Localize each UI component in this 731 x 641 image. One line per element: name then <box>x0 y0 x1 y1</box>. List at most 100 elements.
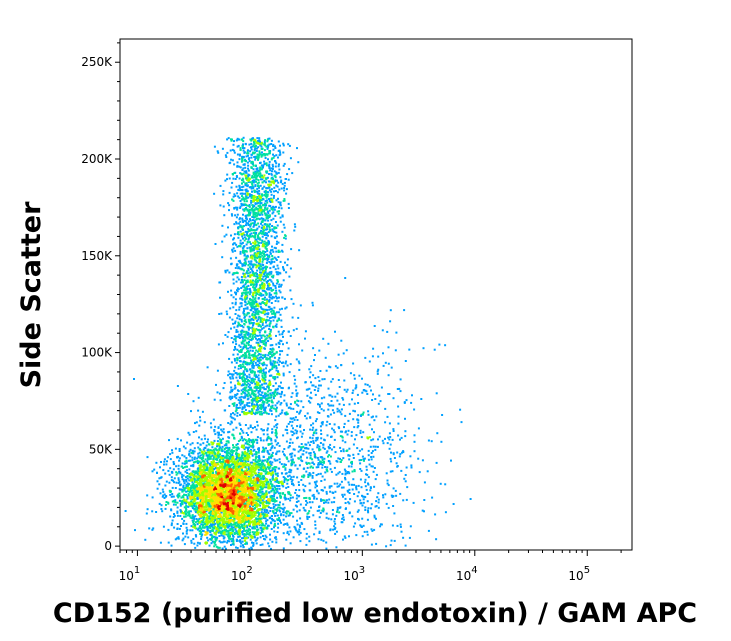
event-dot <box>271 170 273 173</box>
event-dot <box>253 394 256 397</box>
event-dot <box>263 302 265 305</box>
event-dot <box>351 470 354 473</box>
event-dot <box>276 172 279 175</box>
event-dot <box>214 243 217 245</box>
event-dot <box>262 462 265 465</box>
event-dot <box>225 156 228 158</box>
event-dot <box>251 465 254 468</box>
event-dot <box>185 502 187 505</box>
event-dot <box>275 162 278 165</box>
event-dot <box>243 209 246 212</box>
event-dot <box>259 176 262 178</box>
event-dot <box>243 413 246 416</box>
event-dot <box>395 462 398 465</box>
event-dot <box>311 458 314 461</box>
event-dot <box>218 392 221 395</box>
event-dot <box>261 543 264 546</box>
event-dot <box>255 374 257 377</box>
event-dot <box>238 524 241 527</box>
event-dot <box>242 178 245 181</box>
event-dot <box>234 206 237 209</box>
event-dot <box>216 391 219 394</box>
event-dot <box>232 412 234 415</box>
event-dot <box>219 456 222 458</box>
event-dot <box>234 347 237 350</box>
event-dot <box>333 525 336 528</box>
event-dot <box>268 336 271 339</box>
event-dot <box>252 248 254 251</box>
event-dot <box>353 483 356 486</box>
event-dot <box>372 470 375 473</box>
event-dot <box>321 459 324 461</box>
event-dot <box>278 392 281 395</box>
event-dot <box>417 457 420 460</box>
event-dot <box>237 523 240 526</box>
event-dot <box>208 481 211 484</box>
event-dot <box>296 147 298 150</box>
event-dot <box>266 191 269 194</box>
event-dot <box>341 493 344 496</box>
event-dot <box>197 396 200 399</box>
event-dot <box>229 377 232 380</box>
event-dot <box>249 424 252 427</box>
event-dot <box>186 529 189 531</box>
event-dot <box>232 282 235 285</box>
event-dot <box>225 310 228 313</box>
event-dot <box>227 535 230 538</box>
event-dot <box>311 301 314 304</box>
event-dot <box>250 431 253 434</box>
event-dot <box>280 393 283 396</box>
event-dot <box>250 201 253 204</box>
event-dot <box>174 538 177 541</box>
event-dot <box>289 267 292 270</box>
event-dot <box>315 474 318 477</box>
event-dot <box>253 145 256 148</box>
event-dot <box>261 260 264 263</box>
event-dot <box>241 182 243 185</box>
event-dot <box>185 465 188 468</box>
event-dot <box>255 238 258 241</box>
event-dot <box>229 515 232 518</box>
event-dot <box>178 459 181 462</box>
event-dot <box>193 503 196 505</box>
event-dot <box>372 438 375 441</box>
event-dot <box>253 403 256 406</box>
event-dot <box>228 204 231 207</box>
event-dot <box>262 403 265 406</box>
event-dot <box>249 535 252 538</box>
event-dot <box>246 247 249 250</box>
event-dot <box>293 382 296 385</box>
event-dot <box>264 371 267 374</box>
event-dot <box>366 393 369 395</box>
event-dot <box>269 521 272 524</box>
event-dot <box>390 451 392 454</box>
event-dot <box>302 476 305 479</box>
event-dot <box>256 436 259 439</box>
event-dot <box>256 153 259 156</box>
event-dot <box>280 181 282 184</box>
event-dot <box>243 528 246 531</box>
event-dot <box>251 299 254 302</box>
event-dot <box>399 390 402 393</box>
event-dot <box>268 143 271 146</box>
event-dot <box>183 519 186 522</box>
event-dot <box>246 446 249 449</box>
event-dot <box>269 396 272 399</box>
event-dot <box>272 143 275 146</box>
event-dot <box>206 454 209 457</box>
event-dot <box>287 497 290 500</box>
event-dot <box>229 395 232 398</box>
event-dot <box>247 179 250 182</box>
event-dot <box>248 315 251 318</box>
event-dot <box>247 385 250 388</box>
event-dot <box>256 526 259 529</box>
event-dot <box>248 531 251 534</box>
event-dot <box>241 278 244 281</box>
event-dot <box>258 218 261 221</box>
event-dot <box>295 358 298 361</box>
event-dot <box>219 424 222 427</box>
event-dot <box>239 324 242 326</box>
event-dot <box>376 372 379 375</box>
event-dot <box>257 459 260 462</box>
event-dot <box>240 392 243 395</box>
